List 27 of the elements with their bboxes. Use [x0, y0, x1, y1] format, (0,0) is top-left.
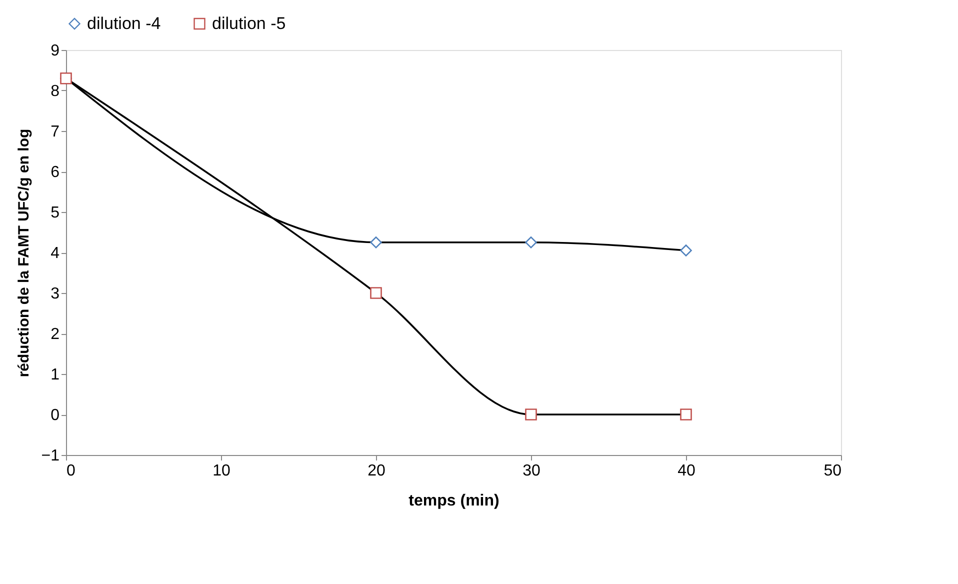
y-tick-label: 1: [50, 366, 60, 384]
y-axis-title: réduction de la FAMT UFC/g en log: [15, 128, 32, 378]
legend-label: dilution -5: [212, 14, 286, 33]
y-tick-label: 8: [50, 83, 60, 100]
y-tick-label: 2: [50, 326, 60, 343]
y-tick-label: 4: [50, 245, 60, 262]
x-tick-label: 20: [368, 462, 386, 480]
legend-label: dilution -4: [87, 14, 161, 33]
point: [370, 236, 382, 248]
point: [680, 408, 692, 420]
x-tick-label: 50: [824, 462, 842, 480]
y-tick-label: −1: [41, 448, 60, 464]
y-tick-label: 0: [50, 407, 60, 424]
y-tick-label: 6: [50, 164, 60, 181]
point: [370, 287, 382, 299]
y-tick-label: 3: [50, 286, 60, 302]
x-tick-label: 30: [522, 462, 540, 480]
x-tick-label: 40: [678, 462, 696, 480]
y-tick-label: 5: [50, 204, 60, 222]
point: [525, 408, 537, 420]
x-tick-label: 0: [66, 462, 76, 480]
x-tick-label: 10: [212, 462, 230, 480]
point: [680, 244, 692, 256]
point: [525, 236, 537, 248]
y-tick-label: 9: [50, 42, 60, 60]
x-axis-title: temps (min): [408, 492, 500, 510]
y-tick-label: 7: [50, 124, 60, 140]
